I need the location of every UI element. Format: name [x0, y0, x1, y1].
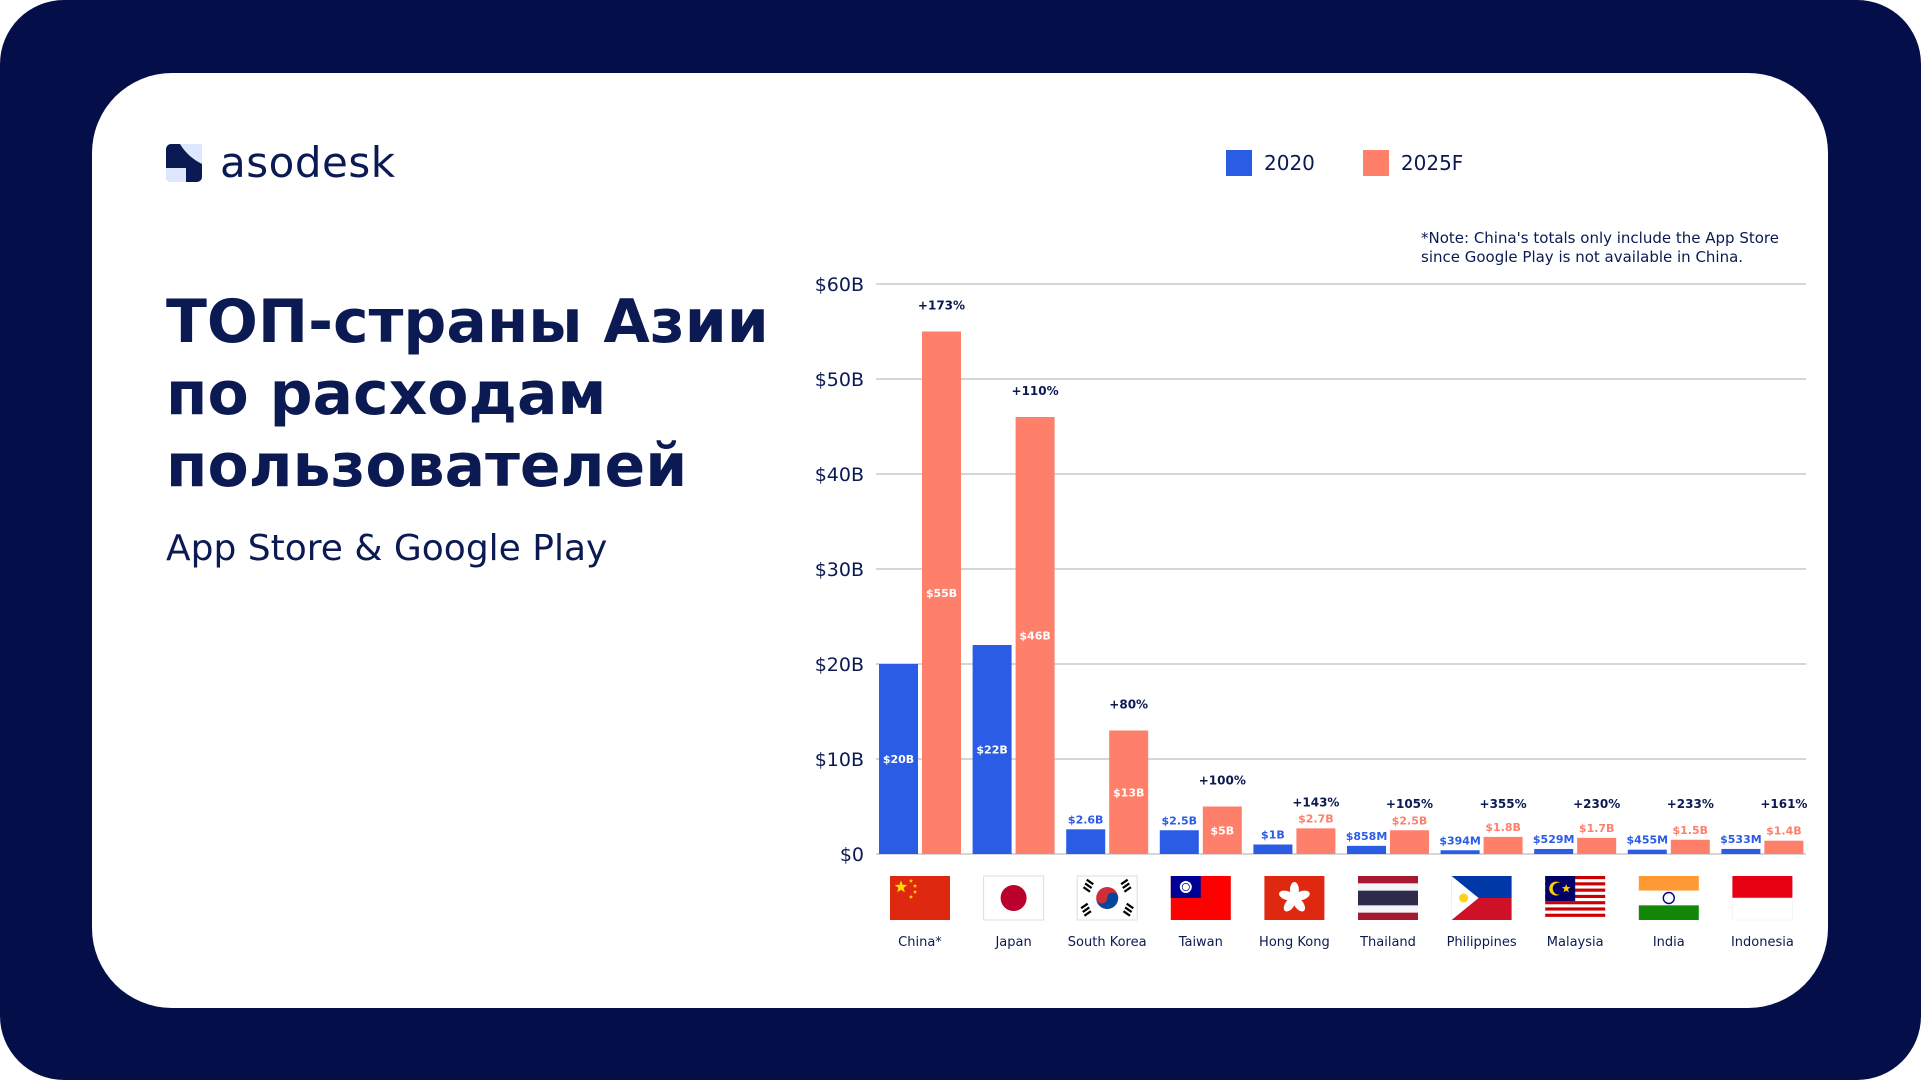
y-tick-label: $30B: [815, 559, 864, 581]
bar-2020: [1721, 848, 1761, 854]
bar-2025f: [1202, 806, 1242, 854]
country-label: Taiwan: [1178, 935, 1223, 950]
data-label-2025f: $46B: [1019, 630, 1050, 643]
bar-2020: [1534, 848, 1574, 854]
legend-item-2020: 2020: [1226, 150, 1315, 176]
bar-2020: [1440, 850, 1480, 854]
y-tick-label: $20B: [815, 654, 864, 676]
data-label-2025f: $13B: [1113, 786, 1144, 799]
country-label: India: [1653, 935, 1685, 950]
bar-2025f: [1577, 837, 1617, 854]
bar-2020: [1253, 844, 1293, 854]
country-label: Indonesia: [1731, 935, 1794, 950]
bar-2025f: [1670, 839, 1710, 854]
growth-label: +173%: [918, 299, 965, 313]
bar-2020: [1347, 845, 1386, 854]
data-label-2020: $1B: [1261, 829, 1285, 842]
growth-label: +233%: [1667, 797, 1714, 811]
country-label: China*: [898, 935, 942, 950]
country-label: Malaysia: [1547, 935, 1604, 950]
philippines-flag-icon: [1451, 876, 1512, 920]
bar-2020: [972, 645, 1012, 854]
country-label: Thailand: [1359, 935, 1416, 950]
brand-name: asodesk: [220, 138, 396, 187]
bar-2025f: [922, 331, 961, 854]
page-subtitle: App Store & Google Play: [166, 528, 608, 569]
indonesia-flag-icon: [1732, 876, 1793, 921]
taiwan-flag-icon: [1170, 876, 1231, 920]
data-label-2025f: $2.7B: [1298, 812, 1334, 825]
china-flag-icon: [890, 876, 950, 920]
country-label: Philippines: [1447, 935, 1517, 950]
country-label: South Korea: [1068, 935, 1147, 950]
growth-label: +100%: [1199, 774, 1246, 788]
india-flag-icon: [1638, 876, 1699, 920]
data-label-2020: $20B: [883, 753, 914, 766]
data-label-2020: $533M: [1720, 833, 1762, 846]
data-label-2025f: $1.8B: [1485, 821, 1521, 834]
data-label-2020: $858M: [1346, 830, 1388, 843]
thailand-flag-icon: [1358, 876, 1418, 920]
bar-2025f: [1296, 828, 1336, 854]
bar-2025f: [1015, 417, 1055, 854]
data-label-2020: $455M: [1627, 834, 1669, 847]
south-korea-flag-icon: [1076, 875, 1138, 921]
bar-2025f: [1390, 830, 1429, 854]
legend-label-2020: 2020: [1264, 151, 1315, 175]
data-label-2025f: $5B: [1210, 824, 1234, 837]
country-label: Japan: [994, 935, 1031, 950]
data-label-2020: $529M: [1533, 833, 1575, 846]
legend-swatch-2025f: [1362, 150, 1389, 176]
growth-label: +230%: [1573, 797, 1620, 811]
bar-2020: [1066, 829, 1106, 854]
growth-label: +143%: [1292, 795, 1339, 809]
data-label-2025f: $1.4B: [1766, 825, 1802, 838]
y-tick-label: $60B: [815, 274, 864, 296]
bar-2020: [1159, 830, 1199, 854]
bar-2025f: [1109, 730, 1149, 854]
hong-kong-flag-icon: [1264, 876, 1325, 920]
japan-flag-icon: [983, 875, 1045, 921]
data-label-2020: $2.5B: [1162, 814, 1198, 827]
data-label-2025f: $1.7B: [1579, 822, 1615, 835]
chart-legend: 2020 2025F: [1226, 150, 1511, 176]
data-label-2020: $394M: [1439, 834, 1481, 847]
growth-label: +80%: [1109, 698, 1148, 712]
malaysia-flag-icon: [1545, 876, 1606, 921]
data-label-2020: $2.6B: [1068, 813, 1104, 826]
bar-2020: [1627, 849, 1667, 854]
chart-note: *Note: China's totals only include the A…: [1421, 229, 1779, 266]
country-label: Hong Kong: [1259, 935, 1330, 950]
growth-label: +105%: [1386, 797, 1433, 811]
data-label-2025f: $55B: [926, 587, 957, 600]
page-title: ТОП-страны Азии по расходам пользователе…: [166, 287, 769, 501]
data-label-2025f: $2.5B: [1392, 814, 1428, 827]
data-label-2025f: $1.5B: [1673, 824, 1709, 837]
y-tick-label: $40B: [815, 464, 864, 486]
legend-item-2025f: 2025F: [1362, 150, 1464, 176]
data-label-2020: $22B: [976, 744, 1007, 757]
growth-label: +355%: [1480, 797, 1527, 811]
y-tick-label: $50B: [815, 369, 864, 391]
y-tick-label: $0: [840, 844, 864, 866]
bar-2020: [879, 664, 918, 854]
growth-label: +110%: [1012, 384, 1059, 398]
bar-2025f: [1483, 836, 1523, 854]
brand-logo: asodesk: [166, 142, 396, 184]
legend-label-2025f: 2025F: [1400, 151, 1464, 175]
asodesk-logo-icon: [166, 144, 202, 182]
growth-label: +161%: [1760, 797, 1807, 811]
y-tick-label: $10B: [815, 749, 864, 771]
legend-swatch-2020: [1226, 150, 1252, 176]
bar-2025f: [1764, 840, 1804, 854]
